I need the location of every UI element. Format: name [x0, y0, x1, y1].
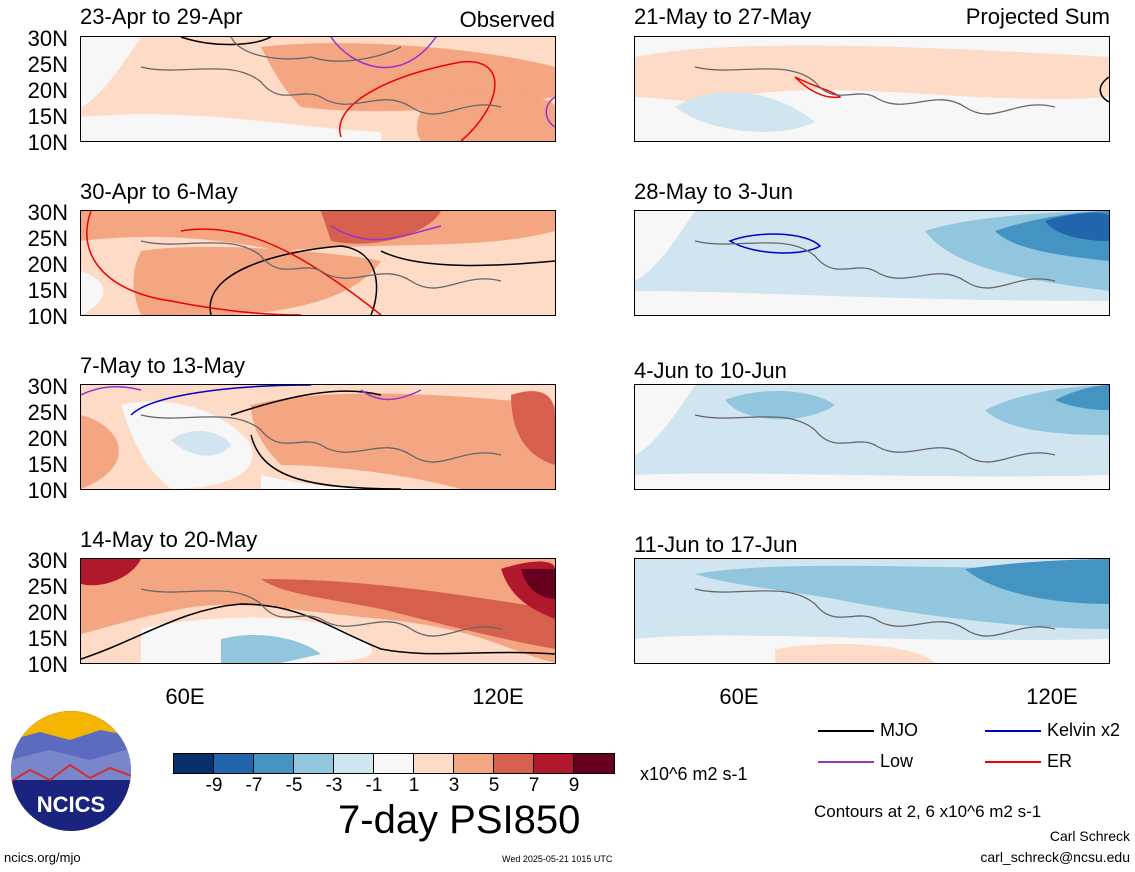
y-tick: 15N — [27, 278, 68, 303]
logo-text: NCICS — [37, 792, 105, 817]
colorbar-swatch — [214, 754, 254, 773]
projected-sum-label: Projected Sum — [965, 4, 1110, 29]
timestamp: Wed 2025-05-21 1015 UTC — [502, 854, 613, 864]
anomaly-field — [81, 211, 555, 315]
y-tick: 25N — [27, 574, 68, 599]
y-tick: 25N — [27, 52, 68, 77]
map-panel — [634, 36, 1110, 142]
ncics-logo: NCICS — [10, 710, 132, 832]
y-tick: 10N — [27, 478, 68, 503]
observed-label: Observed — [459, 7, 555, 32]
x-tick: 60E — [165, 684, 205, 709]
legend-label: ER — [1047, 751, 1073, 771]
map-panel — [634, 384, 1110, 490]
site-url: ncics.org/mjo — [4, 850, 81, 865]
map-panel — [80, 558, 556, 664]
colorbar-tick: -9 — [205, 775, 223, 796]
contour-note: Contours at 2, 6 x10^6 m2 s-1 — [814, 802, 1042, 821]
legend-line — [985, 730, 1041, 732]
y-tick: 20N — [27, 600, 68, 625]
panel-title: 23-Apr to 29-Apr — [80, 4, 243, 29]
colorbar-tick: 1 — [408, 775, 420, 796]
anomaly-field — [635, 211, 1109, 315]
colorbar-swatch — [174, 754, 214, 773]
anomaly-field — [635, 37, 1109, 141]
map-panel — [634, 558, 1110, 664]
anomaly-field — [635, 385, 1109, 489]
colorbar-tick: 3 — [448, 775, 460, 796]
y-tick: 10N — [27, 304, 68, 329]
legend-label: Kelvin x2 — [1047, 720, 1121, 740]
legend-line — [818, 761, 874, 763]
colorbar-units: x10^6 m2 s-1 — [640, 764, 748, 784]
colorbar-swatch — [374, 754, 414, 773]
colorbar — [173, 753, 615, 774]
panel-title: 30-Apr to 6-May — [80, 179, 238, 204]
map-panel — [80, 384, 556, 490]
y-tick: 15N — [27, 452, 68, 477]
legend-label: Low — [880, 751, 914, 771]
anomaly-field — [81, 37, 555, 141]
colorbar-tick: -1 — [365, 775, 383, 796]
colorbar-swatch — [454, 754, 494, 773]
map-panel — [80, 36, 556, 142]
colorbar-tick: -7 — [245, 775, 263, 796]
panel-title: 14-May to 20-May — [80, 527, 258, 552]
y-tick: 20N — [27, 426, 68, 451]
y-tick: 30N — [27, 548, 68, 573]
legend-label: MJO — [880, 720, 918, 740]
panel-title: 11-Jun to 17-Jun — [634, 532, 798, 557]
y-tick: 20N — [27, 78, 68, 103]
email: carl_schreck@ncsu.edu — [980, 849, 1130, 865]
y-tick: 10N — [27, 652, 68, 677]
map-panel — [634, 210, 1110, 316]
y-tick: 15N — [27, 104, 68, 129]
legend-line — [818, 730, 874, 732]
colorbar-swatch — [414, 754, 454, 773]
anomaly-field — [635, 559, 1109, 663]
y-tick: 15N — [27, 626, 68, 651]
y-tick: 30N — [27, 200, 68, 225]
x-tick: 60E — [719, 684, 759, 709]
y-tick: 25N — [27, 226, 68, 251]
main-title: 7-day PSI850 — [338, 798, 581, 842]
y-tick: 20N — [27, 252, 68, 277]
colorbar-swatch — [574, 754, 614, 773]
panel-title: 21-May to 27-May — [634, 4, 812, 29]
colorbar-swatch — [334, 754, 374, 773]
panel-title: 7-May to 13-May — [80, 353, 246, 378]
colorbar-tick: 7 — [528, 775, 540, 796]
y-tick: 25N — [27, 400, 68, 425]
colorbar-swatch — [254, 754, 294, 773]
colorbar-tick: 5 — [488, 775, 500, 796]
x-tick: 120E — [1026, 684, 1078, 709]
map-panel — [80, 210, 556, 316]
colorbar-swatch — [294, 754, 334, 773]
colorbar-swatch — [494, 754, 534, 773]
colorbar-tick: -5 — [285, 775, 303, 796]
colorbar-swatch — [534, 754, 574, 773]
x-tick: 120E — [472, 684, 524, 709]
colorbar-tick: -3 — [325, 775, 343, 796]
panel-title: 28-May to 3-Jun — [634, 179, 793, 204]
anomaly-field — [81, 385, 555, 489]
legend-line — [985, 761, 1041, 763]
anomaly-field — [81, 559, 555, 663]
author: Carl Schreck — [1049, 828, 1130, 844]
panel-title: 4-Jun to 10-Jun — [634, 358, 787, 383]
y-tick: 30N — [27, 26, 68, 51]
colorbar-tick: 9 — [568, 775, 580, 796]
y-tick: 10N — [27, 130, 68, 155]
y-tick: 30N — [27, 374, 68, 399]
